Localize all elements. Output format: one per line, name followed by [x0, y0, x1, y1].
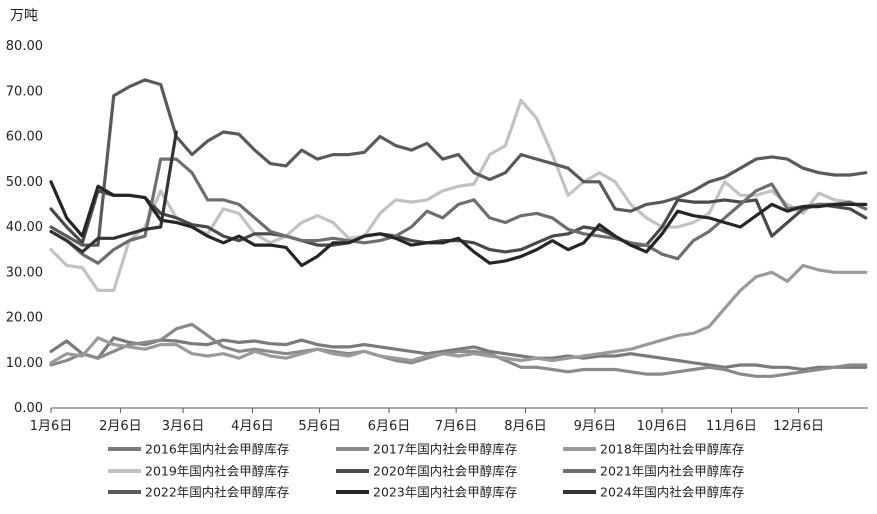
- x-tick-label: 4月6日: [231, 419, 274, 434]
- series-line: [49, 322, 868, 378]
- x-tick-label: 12月6日: [773, 419, 824, 434]
- series-line: [49, 189, 868, 254]
- legend-label: 2021年国内社会甲醇库存: [600, 464, 744, 479]
- x-tick-label: 7月6日: [435, 419, 478, 434]
- series-lines: [49, 78, 868, 378]
- x-axis: 1月6日 2月6日 3月6日 4月6日 5月6日 6月6日 7月6日 8月6日 9月6日 10月6…: [30, 407, 868, 434]
- legend-label: 2020年国内社会甲醇库存: [373, 464, 517, 479]
- x-tick-label: 3月6日: [162, 419, 205, 434]
- x-tick-label: 9月6日: [574, 419, 617, 434]
- legend-label: 2022年国内社会甲醇库存: [145, 485, 289, 500]
- y-tick-label: 30.00: [6, 265, 43, 280]
- y-tick-label: 40.00: [6, 220, 43, 235]
- series-line: [49, 263, 868, 365]
- series-line: [49, 130, 178, 254]
- legend-label: 2017年国内社会甲醇库存: [373, 442, 517, 457]
- y-tick-label: 60.00: [6, 130, 43, 145]
- y-tick-label: 0.00: [14, 401, 43, 416]
- y-axis-labels: 0.00 10.00 20.00 30.00 40.00 50.00 60.00 70.00 8…: [6, 39, 43, 416]
- legend-label: 2018年国内社会甲醇库存: [600, 442, 744, 457]
- legend-label: 2023年国内社会甲醇库存: [373, 485, 517, 500]
- series-line: [49, 336, 868, 372]
- y-tick-label: 70.00: [6, 84, 43, 99]
- legend-label: 2024年国内社会甲醇库存: [600, 485, 744, 500]
- x-tick-label: 8月6日: [504, 419, 547, 434]
- y-tick-label: 50.00: [6, 175, 43, 190]
- x-tick-label: 1月6日: [30, 419, 73, 434]
- x-tick-label: 10月6日: [637, 419, 688, 434]
- legend-label: 2019年国内社会甲醇库存: [145, 464, 289, 479]
- legend: 2016年国内社会甲醇库存 2017年国内社会甲醇库存 2018年国内社会甲醇库存 2…: [108, 442, 744, 500]
- x-tick-label: 11月6日: [706, 419, 757, 434]
- series-line: [49, 180, 868, 268]
- series-line: [49, 78, 868, 247]
- legend-label: 2016年国内社会甲醇库存: [145, 442, 289, 457]
- y-tick-label: 80.00: [6, 39, 43, 54]
- x-tick-label: 2月6日: [99, 419, 142, 434]
- y-axis-unit-label: 万吨: [10, 8, 38, 24]
- series-line: [49, 157, 868, 265]
- y-tick-label: 20.00: [6, 311, 43, 326]
- x-tick-label: 6月6日: [368, 419, 411, 434]
- y-tick-label: 10.00: [6, 356, 43, 371]
- x-tick-label: 5月6日: [298, 419, 341, 434]
